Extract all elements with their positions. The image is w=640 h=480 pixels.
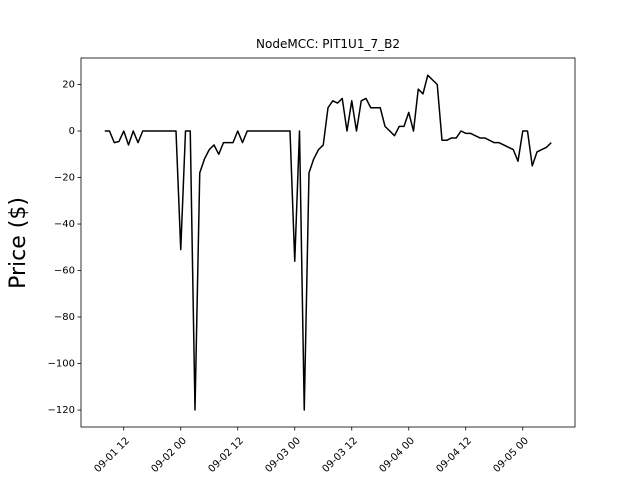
x-tick-label: 09-02 12: [206, 435, 246, 475]
x-tick-label: 09-03 00: [263, 435, 303, 475]
y-tick-label: 0: [69, 126, 75, 137]
x-tick-label: 09-01 12: [92, 435, 132, 475]
y-tick-label: −40: [54, 219, 75, 230]
y-tick-label: 20: [62, 80, 75, 91]
y-axis-label: Price ($): [6, 197, 31, 289]
y-tick-label: −80: [54, 312, 75, 323]
x-tick-label: 09-04 00: [377, 435, 417, 475]
y-tick-label: −20: [54, 173, 75, 184]
x-tick-label: 09-04 12: [434, 435, 474, 475]
plot-frame: [80, 57, 576, 428]
x-tick-label: 09-02 00: [149, 435, 189, 475]
y-tick-label: −120: [48, 405, 75, 416]
chart-title: NodeMCC: PIT1U1_7_B2: [256, 37, 400, 51]
y-tick-label: −100: [48, 359, 75, 370]
x-tick-label: 09-05 00: [491, 435, 531, 475]
y-tick-label: −60: [54, 266, 75, 277]
price-line: [104, 74, 552, 411]
x-tick-label: 09-03 12: [320, 435, 360, 475]
